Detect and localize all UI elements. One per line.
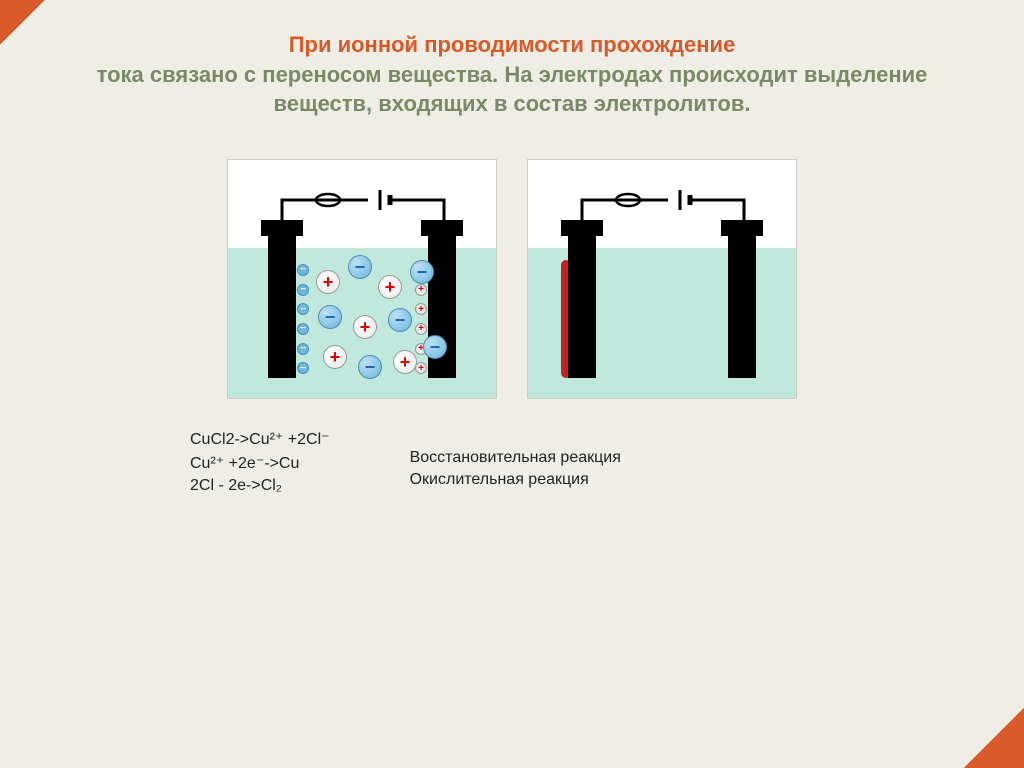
plus-icon: + (415, 303, 427, 315)
electrode-cap (421, 220, 463, 236)
diagram-electrolysis-ions: − − − − − − + + + + + + +−+−−+−+−+− (227, 159, 497, 399)
electrode-cap (261, 220, 303, 236)
anion-icon: − (410, 260, 434, 284)
cathode-charge-strip: − − − − − − (298, 260, 308, 378)
diagram-deposition (527, 159, 797, 399)
anion-icon: − (348, 255, 372, 279)
anion-icon: − (318, 305, 342, 329)
cation-icon: + (378, 275, 402, 299)
slide: При ионной проводимости прохождение тока… (0, 0, 1024, 768)
equation-reduction: Cu²⁺ +2e⁻->Cu (190, 453, 330, 473)
diagram-row: − − − − − − + + + + + + +−+−−+−+−+− (40, 159, 984, 399)
title-line-2: тока связано с переносом вещества. На эл… (97, 62, 928, 117)
corner-accent-bottom-right (964, 708, 1024, 768)
minus-icon: − (297, 343, 309, 355)
equations-formulas: CuCl2->Cu²⁺ +2Cl⁻ Cu²⁺ +2e⁻->Cu 2Cl - 2e… (190, 429, 330, 495)
minus-icon: − (297, 303, 309, 315)
electrode-cap (561, 220, 603, 236)
cation-icon: + (393, 350, 417, 374)
label-reduction: Восстановительная реакция (410, 449, 621, 467)
electrode-cap (721, 220, 763, 236)
equation-dissociation: CuCl2->Cu²⁺ +2Cl⁻ (190, 429, 330, 449)
label-oxidation: Окислительная реакция (410, 471, 621, 489)
anode-right (728, 228, 756, 378)
equations-labels: Восстановительная реакция Окислительная … (410, 429, 621, 495)
plus-icon: + (415, 284, 427, 296)
anion-icon: − (423, 335, 447, 359)
cathode-left (268, 228, 296, 378)
cation-icon: + (323, 345, 347, 369)
minus-icon: − (297, 264, 309, 276)
corner-accent-top-left (0, 0, 45, 45)
minus-icon: − (297, 362, 309, 374)
equation-oxidation: 2Cl - 2e->Cl₂ (190, 477, 330, 495)
title-line-1: При ионной проводимости прохождение (289, 32, 736, 57)
cation-icon: + (316, 270, 340, 294)
plus-icon: + (415, 323, 427, 335)
equations-block: CuCl2->Cu²⁺ +2Cl⁻ Cu²⁺ +2e⁻->Cu 2Cl - 2e… (40, 429, 984, 495)
slide-title: При ионной проводимости прохождение тока… (40, 30, 984, 119)
minus-icon: − (297, 323, 309, 335)
cation-icon: + (353, 315, 377, 339)
anion-icon: − (358, 355, 382, 379)
cathode-right (568, 228, 596, 378)
minus-icon: − (297, 284, 309, 296)
anion-icon: − (388, 308, 412, 332)
